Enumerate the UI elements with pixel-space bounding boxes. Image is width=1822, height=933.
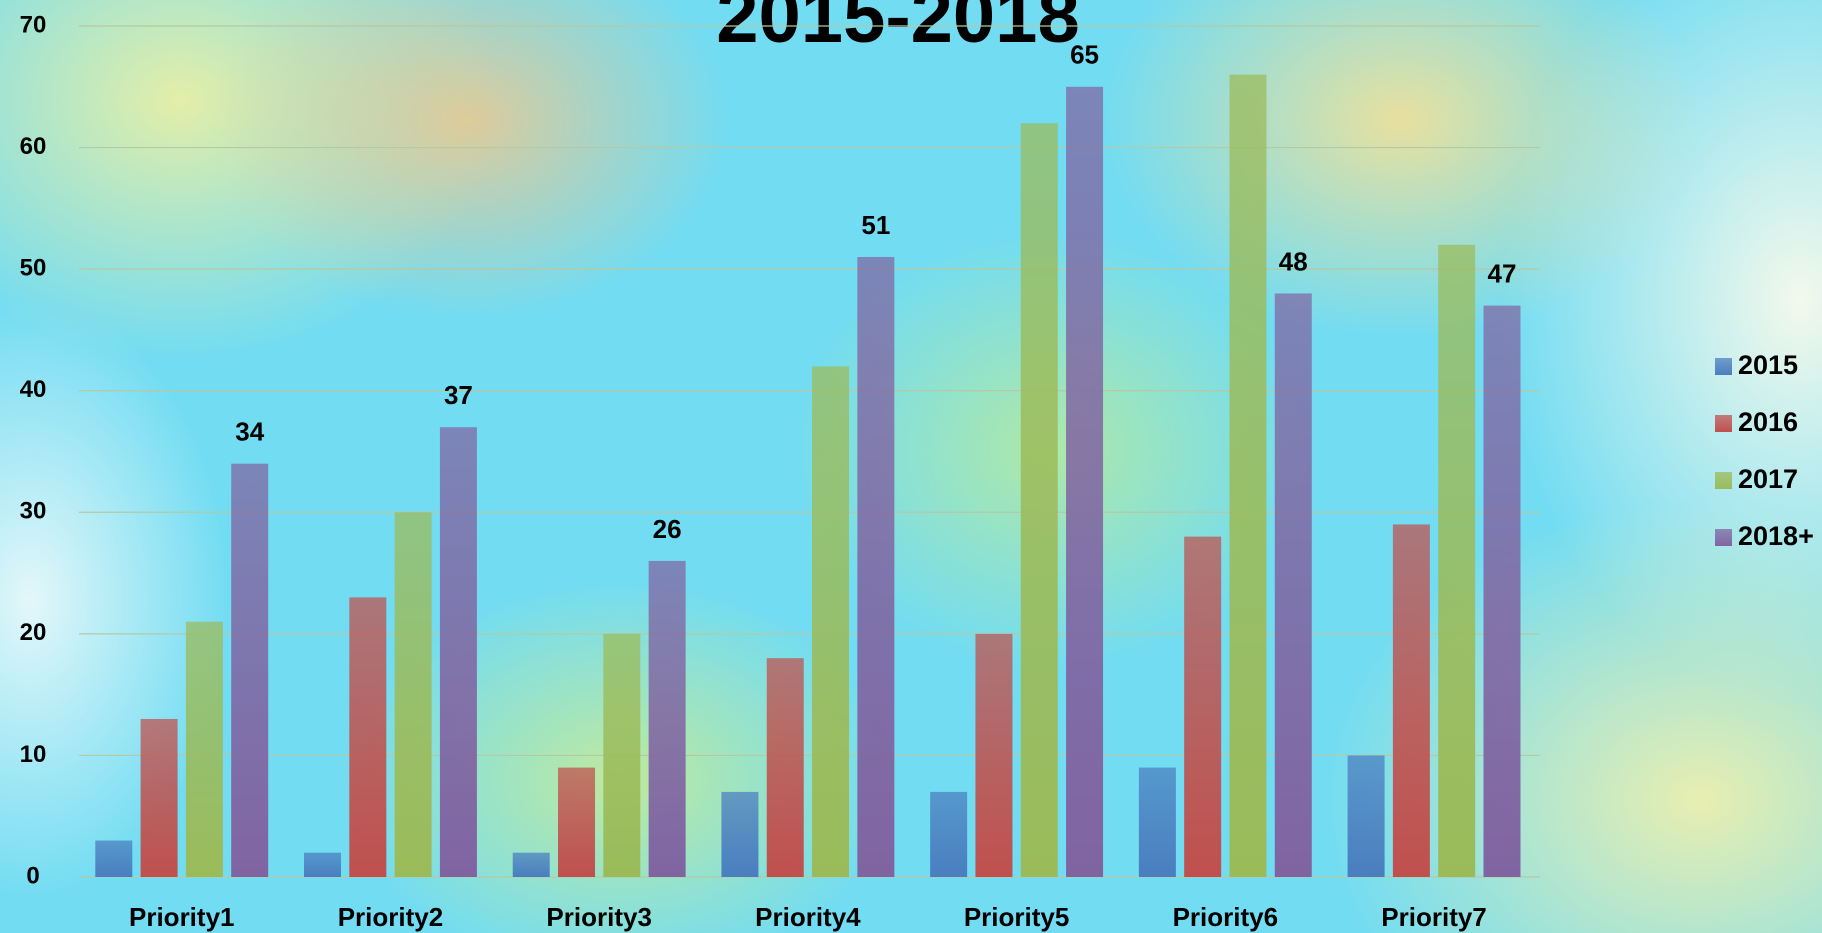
legend-swatch xyxy=(1715,415,1732,432)
bar xyxy=(1229,74,1267,878)
bar xyxy=(857,256,895,877)
bar xyxy=(1483,305,1521,878)
legend-swatch xyxy=(1715,472,1732,489)
x-tick-label: Priority5 xyxy=(964,902,1070,932)
data-label: 34 xyxy=(235,417,264,447)
bar xyxy=(766,658,804,877)
legend-label: 2016 xyxy=(1738,407,1798,437)
bar xyxy=(394,512,432,877)
legend-swatch xyxy=(1715,529,1732,546)
data-label: 65 xyxy=(1070,40,1099,70)
bar xyxy=(231,463,269,877)
legend-swatch xyxy=(1715,358,1732,375)
y-tick-label: 60 xyxy=(20,133,47,160)
y-tick-label: 0 xyxy=(26,862,39,889)
bar xyxy=(1138,767,1176,877)
legend-label: 2018+ xyxy=(1738,521,1814,551)
bar xyxy=(185,621,223,877)
legend-label: 2017 xyxy=(1738,464,1798,494)
bar xyxy=(304,852,342,877)
x-tick-label: Priority3 xyxy=(546,902,652,932)
data-label: 37 xyxy=(444,380,473,410)
y-tick-label: 10 xyxy=(20,741,47,768)
bar xyxy=(95,840,133,877)
bar xyxy=(1020,123,1058,877)
bar xyxy=(140,718,178,877)
bar xyxy=(1274,293,1312,877)
bar xyxy=(721,791,759,877)
y-tick-label: 50 xyxy=(20,254,47,281)
x-tick-label: Priority4 xyxy=(755,902,861,932)
x-tick-label: Priority7 xyxy=(1381,902,1487,932)
y-tick-label: 40 xyxy=(20,376,47,403)
bar xyxy=(558,767,596,877)
bar xyxy=(439,427,477,877)
y-tick-label: 70 xyxy=(20,11,47,38)
data-label: 51 xyxy=(861,210,890,240)
bar xyxy=(648,560,686,877)
x-tick-label: Priority2 xyxy=(338,902,444,932)
y-tick-label: 20 xyxy=(20,619,47,646)
data-label: 26 xyxy=(653,514,682,544)
bar xyxy=(1066,86,1104,878)
bar xyxy=(812,366,850,877)
bar xyxy=(1347,755,1385,877)
bar xyxy=(603,633,641,877)
legend-label: 2015 xyxy=(1738,350,1798,380)
data-label: 47 xyxy=(1488,258,1517,288)
x-tick-label: Priority6 xyxy=(1173,902,1279,932)
data-label: 48 xyxy=(1279,246,1308,276)
y-tick-label: 30 xyxy=(20,498,47,525)
x-tick-label: Priority1 xyxy=(129,902,235,932)
bar xyxy=(349,597,387,877)
bar xyxy=(975,633,1013,877)
bar xyxy=(1392,524,1430,877)
bar xyxy=(1184,536,1222,877)
bar xyxy=(1438,244,1476,878)
bar xyxy=(930,791,968,877)
bar xyxy=(512,852,550,877)
chart-title: 2015-2018 xyxy=(716,0,1079,59)
